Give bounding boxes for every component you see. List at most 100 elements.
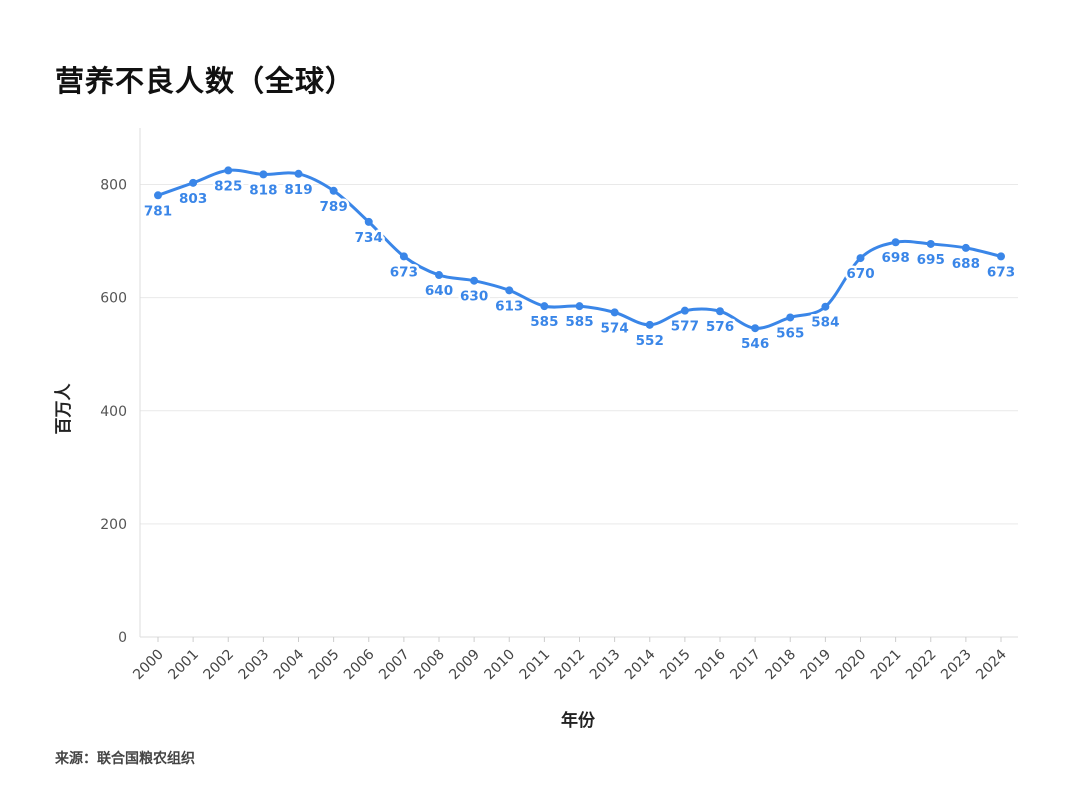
data-point: [680, 306, 689, 315]
chart-title: 营养不良人数（全球）: [55, 64, 356, 98]
data-point: [329, 186, 338, 195]
x-tick-label: 2002: [201, 647, 238, 684]
data-label: 585: [565, 314, 593, 330]
data-label: 613: [495, 298, 523, 314]
x-tick-label: 2020: [833, 647, 870, 684]
data-label: 803: [179, 191, 207, 207]
y-tick-label: 800: [100, 178, 127, 194]
data-point: [364, 217, 373, 226]
data-point: [610, 308, 619, 317]
data-label-halo: 630: [460, 289, 488, 305]
data-label: 673: [390, 264, 418, 280]
data-label: 577: [671, 319, 699, 335]
data-label-halo: 584: [811, 315, 839, 331]
data-label: 695: [917, 252, 945, 268]
data-label-halo: 640: [425, 283, 453, 299]
data-point: [154, 191, 162, 200]
x-tick-label: 2019: [798, 647, 835, 684]
data-point: [751, 324, 760, 333]
x-tick-label: 2014: [622, 646, 659, 683]
data-label: 818: [249, 182, 277, 198]
data-label-halo: 819: [284, 182, 312, 198]
data-label-halo: 673: [390, 264, 418, 280]
data-point: [856, 254, 865, 263]
data-label: 552: [636, 333, 664, 349]
data-label-halo: 734: [355, 230, 383, 246]
x-tick-label: 2023: [938, 647, 975, 684]
data-label-halo: 565: [776, 325, 804, 341]
data-label: 576: [706, 319, 734, 335]
data-point: [470, 276, 479, 285]
x-tick-label: 2011: [517, 647, 554, 684]
x-tick-label: 2004: [271, 646, 308, 683]
x-tick-label: 2001: [165, 647, 202, 684]
data-point: [997, 252, 1005, 261]
x-tick-label: 2007: [376, 647, 413, 684]
source-note: 来源：联合国粮农组织: [55, 751, 195, 767]
data-label: 698: [882, 250, 910, 266]
x-tick-label: 2016: [692, 646, 729, 683]
data-point: [294, 169, 303, 178]
x-tick-label: 2000: [130, 647, 167, 684]
y-axis-title: 百万人: [54, 383, 74, 435]
data-label-halo: 670: [846, 266, 874, 282]
x-tick-label: 2013: [587, 647, 624, 684]
x-tick-label: 2022: [903, 647, 940, 684]
data-point: [926, 239, 935, 248]
y-tick-label: 400: [100, 404, 127, 420]
x-tick-label: 2008: [411, 647, 448, 684]
data-label-halo: 695: [917, 252, 945, 268]
data-point: [716, 307, 724, 316]
data-label-halo: 673: [987, 264, 1015, 280]
data-point: [645, 320, 654, 329]
data-label: 630: [460, 289, 488, 305]
data-label: 734: [355, 230, 383, 246]
data-label: 781: [144, 203, 172, 219]
data-label-halo: 585: [530, 314, 558, 330]
data-point: [961, 243, 970, 252]
x-tick-label: 2006: [341, 646, 378, 683]
x-tick-label: 2024: [973, 646, 1010, 683]
data-label: 546: [741, 336, 769, 352]
data-label: 825: [214, 178, 242, 194]
data-label-halo: 698: [882, 250, 910, 266]
data-label-halo: 576: [706, 319, 734, 335]
data-label-halo: 818: [249, 182, 277, 198]
data-point: [821, 302, 830, 311]
data-label: 670: [846, 266, 874, 282]
data-label: 585: [530, 314, 558, 330]
data-label: 819: [284, 182, 312, 198]
data-label-halo: 585: [565, 314, 593, 330]
data-point: [786, 313, 795, 322]
grid-lines: [140, 184, 1018, 525]
data-label-halo: 688: [952, 256, 980, 272]
x-tick-label: 2009: [446, 647, 483, 684]
data-point: [259, 170, 268, 179]
data-label-halo: 613: [495, 298, 523, 314]
x-tick-label: 2003: [236, 647, 273, 684]
data-point: [505, 286, 514, 295]
data-label: 640: [425, 283, 453, 299]
data-label-halo: 825: [214, 178, 242, 194]
y-tick-label: 200: [100, 517, 127, 533]
data-point: [540, 302, 549, 311]
x-tick-label: 2015: [657, 647, 694, 684]
data-label-halo: 803: [179, 191, 207, 207]
x-tick-label: 2017: [727, 647, 764, 684]
data-point: [224, 166, 233, 175]
data-label: 789: [320, 199, 348, 215]
x-tick-label: 2005: [306, 647, 343, 684]
x-tick-label: 2012: [552, 647, 589, 684]
data-label-halo: 577: [671, 319, 699, 335]
series-layer: [154, 166, 1005, 333]
data-point: [435, 271, 443, 280]
data-label-halo: 781: [144, 203, 172, 219]
data-point: [575, 302, 584, 311]
data-label: 584: [811, 315, 839, 331]
data-label: 673: [987, 264, 1015, 280]
data-point: [891, 238, 900, 247]
y-tick-label: 600: [100, 291, 127, 307]
x-axis-title: 年份: [561, 710, 596, 731]
